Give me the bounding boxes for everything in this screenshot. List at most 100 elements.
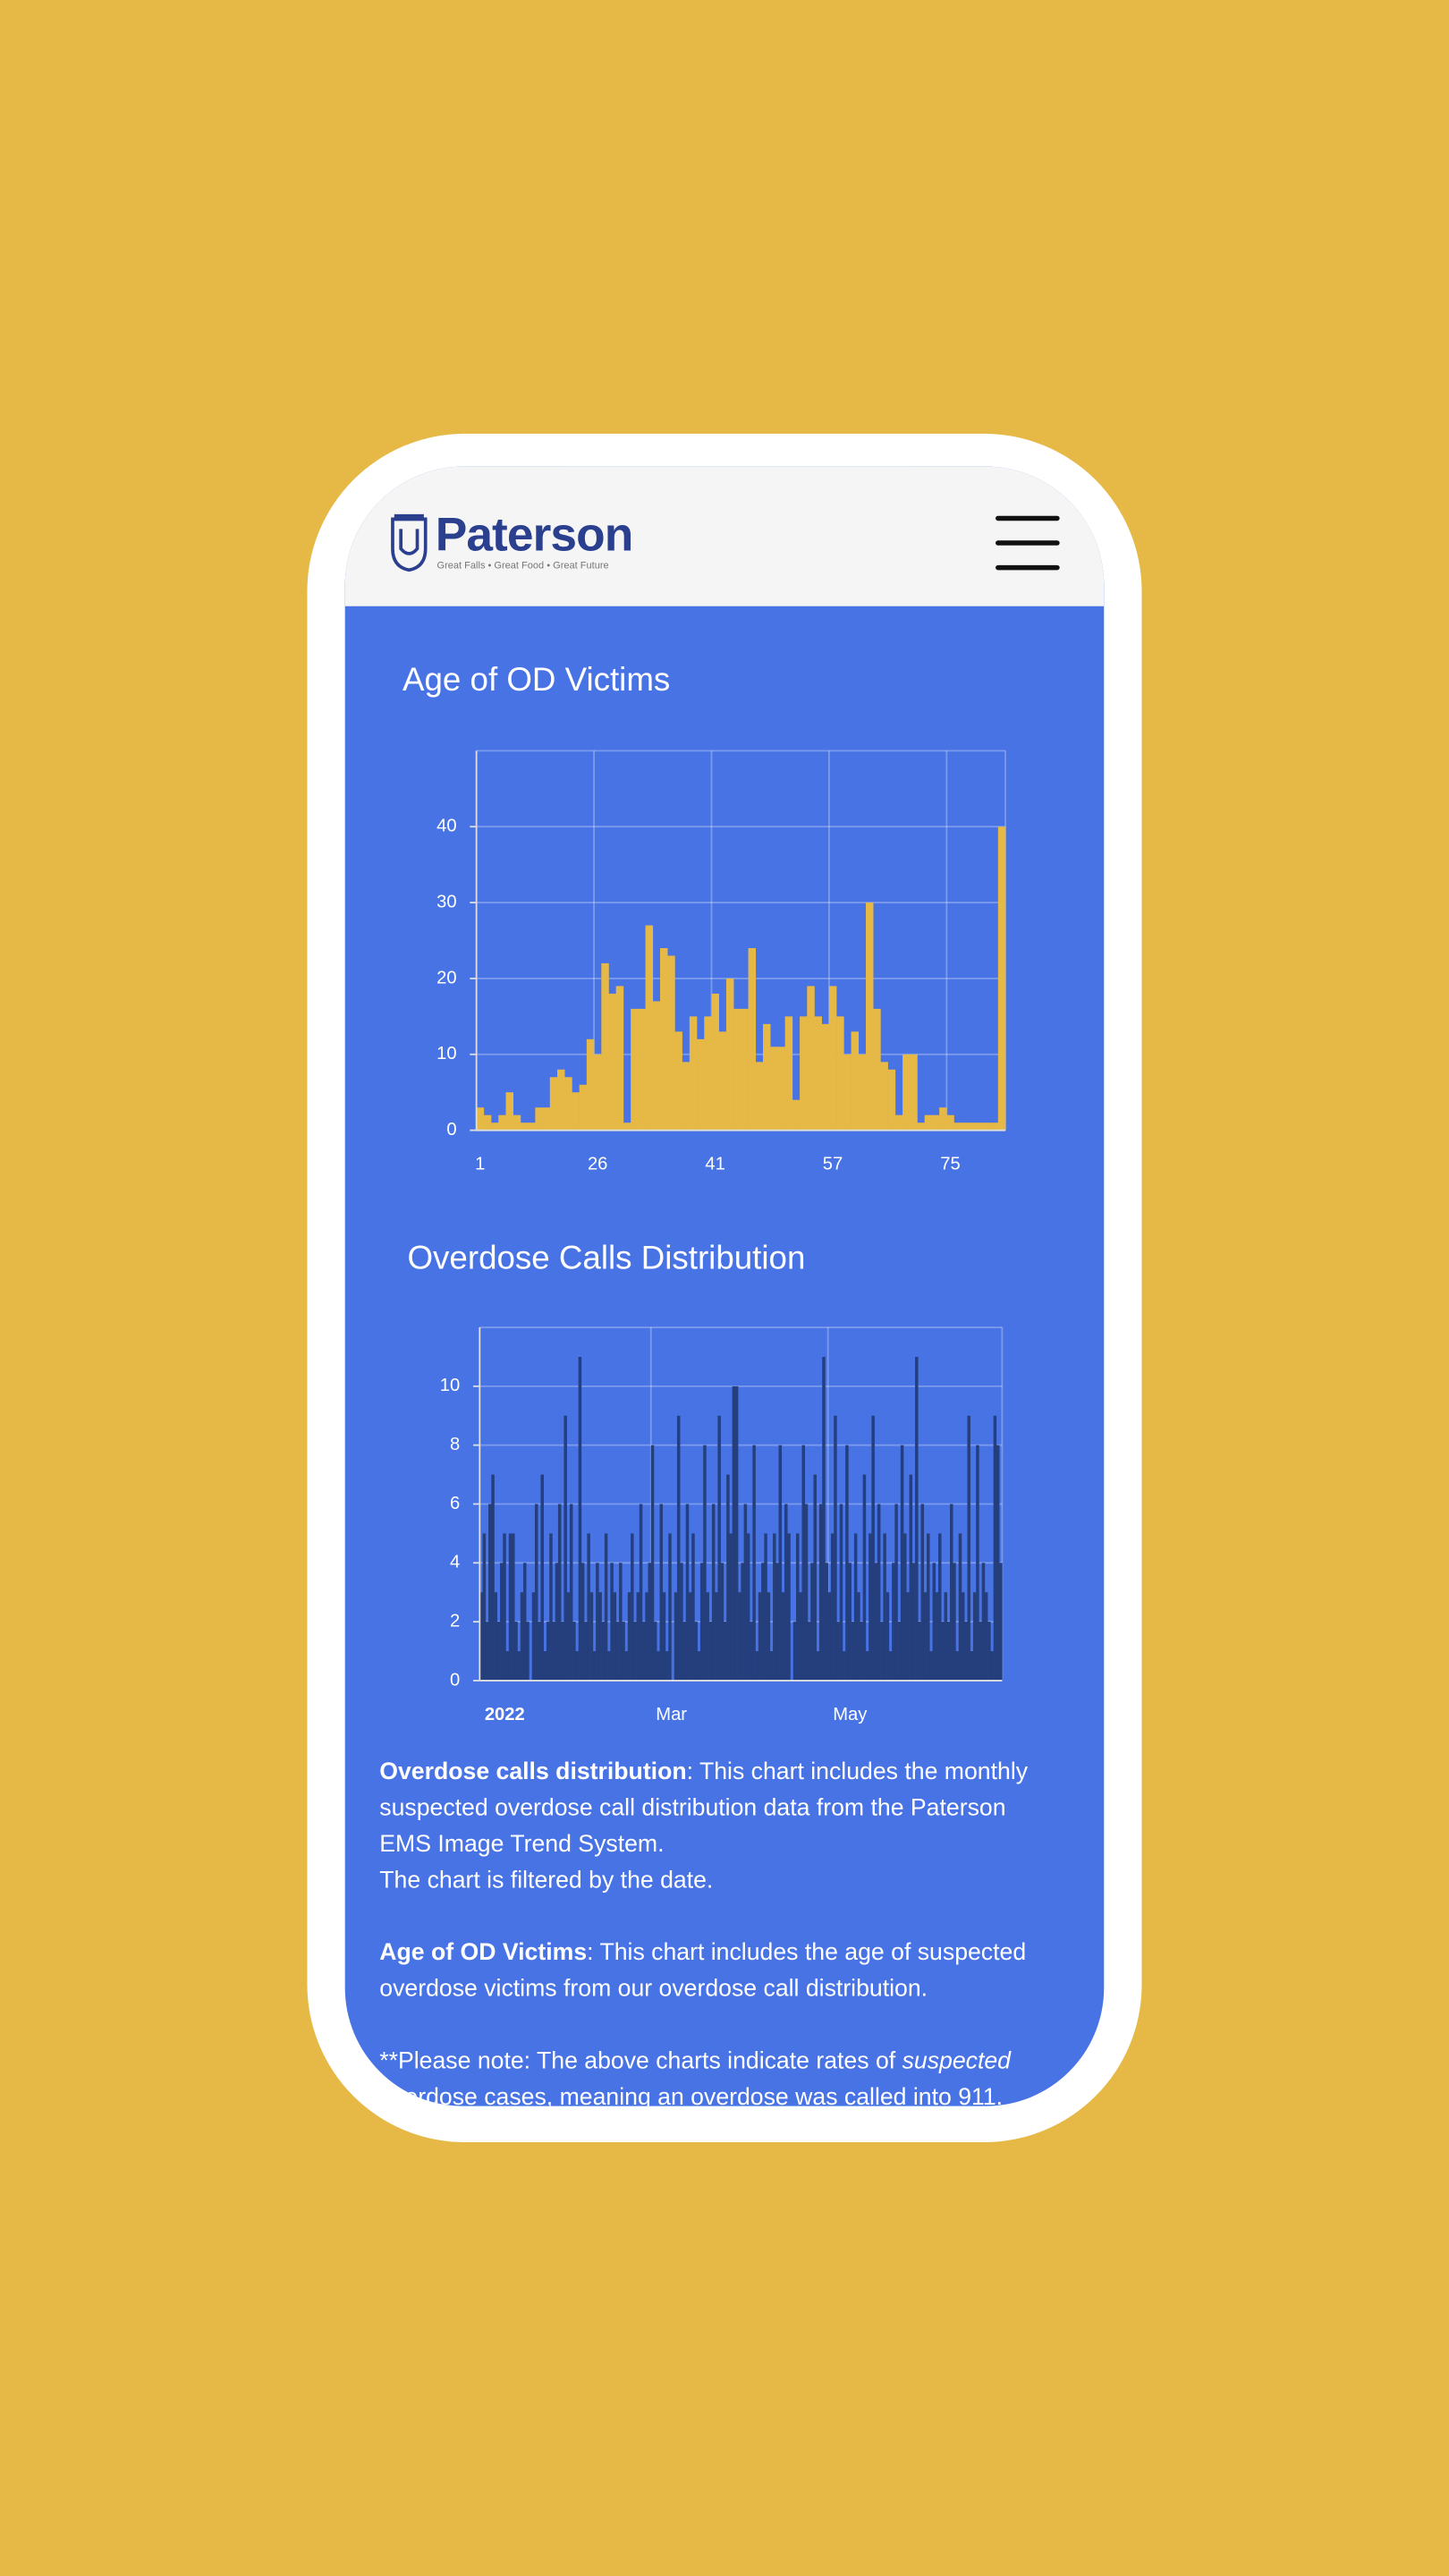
bar (857, 1592, 860, 1681)
bar (816, 1651, 820, 1681)
note-bold: Age of OD Victims (379, 1940, 588, 1967)
y-tick-label: 40 (436, 817, 456, 836)
bar (715, 1592, 718, 1681)
bar (689, 1016, 698, 1131)
bar (764, 1533, 767, 1681)
bar (825, 1563, 828, 1681)
bar (607, 1651, 611, 1681)
bar (939, 1107, 947, 1131)
bar (894, 1504, 898, 1681)
bar (858, 1054, 867, 1131)
bar (865, 902, 874, 1131)
bar (821, 1023, 830, 1131)
menu-line[interactable] (996, 564, 1060, 571)
notes: Overdose calls distribution: This chart … (379, 1755, 1053, 2106)
bar (503, 1533, 506, 1681)
bar (862, 1474, 867, 1681)
bar (920, 1504, 925, 1681)
menu-line[interactable] (996, 540, 1060, 546)
bar (909, 1474, 913, 1681)
bar (725, 978, 734, 1131)
bar (807, 986, 815, 1131)
bar (674, 1592, 678, 1681)
bar (818, 1504, 823, 1681)
note-text: : This chart includes the age of suspect… (379, 1940, 1027, 2003)
bar (910, 1054, 918, 1131)
bar (694, 1622, 698, 1681)
bar (708, 1622, 713, 1681)
bar (741, 1008, 749, 1131)
x-tick-label: 41 (705, 1155, 724, 1174)
bar (897, 1622, 902, 1681)
bar (723, 1622, 727, 1681)
bar (569, 1504, 573, 1681)
bar (874, 1563, 878, 1681)
bar (781, 1592, 785, 1681)
x-tick-label: 26 (588, 1155, 607, 1174)
bar (668, 1533, 672, 1681)
bar (860, 1622, 863, 1681)
y-tick-label: 10 (436, 1044, 456, 1063)
bar (990, 1123, 999, 1131)
tagline: Great Falls • Great Food • Great Future (436, 562, 609, 572)
bar (851, 1031, 860, 1131)
bar (520, 1592, 524, 1681)
bar (718, 1031, 727, 1131)
bar (528, 1123, 536, 1131)
bar (703, 1445, 707, 1681)
bar (800, 1016, 808, 1131)
bar (769, 1651, 774, 1681)
bar (508, 1533, 513, 1681)
bar (869, 1533, 872, 1681)
bar (659, 947, 668, 1131)
bar (483, 1114, 492, 1131)
bar (814, 1016, 822, 1131)
bar (636, 1592, 640, 1681)
bar (697, 1651, 701, 1681)
bar (906, 1592, 910, 1681)
logo-text[interactable]: Paterson (435, 509, 634, 563)
bar (770, 1046, 778, 1131)
bar (648, 1563, 652, 1681)
y-tick-label: 4 (450, 1553, 460, 1572)
bar (665, 1651, 669, 1681)
bar (526, 1622, 530, 1681)
bar (601, 962, 609, 1131)
bar (927, 1533, 930, 1681)
bar (534, 1504, 538, 1681)
bar (720, 1563, 724, 1681)
menu-line[interactable] (996, 515, 1060, 521)
bar (842, 1651, 846, 1681)
bar (491, 1123, 499, 1131)
bar (979, 1622, 982, 1681)
bar (983, 1123, 991, 1131)
bar (624, 1651, 629, 1681)
bar (958, 1533, 962, 1681)
bar (578, 1356, 582, 1681)
bar (674, 1031, 682, 1131)
bar (542, 1107, 551, 1131)
bar (734, 1385, 739, 1681)
bar (961, 1592, 965, 1681)
bar (810, 1563, 814, 1681)
bar (505, 1092, 513, 1131)
bar (784, 1016, 793, 1131)
bar (931, 1114, 940, 1131)
bar (953, 1123, 962, 1131)
bar (970, 1651, 974, 1681)
bar (880, 1622, 884, 1681)
bar (946, 1114, 954, 1131)
bar (498, 1114, 506, 1131)
bar (575, 1651, 579, 1681)
bar (531, 1592, 536, 1681)
bar (639, 1504, 643, 1681)
bar (775, 1563, 779, 1681)
bar (984, 1592, 988, 1681)
bar (836, 1622, 840, 1681)
y-tick-label: 0 (450, 1670, 460, 1690)
bar (549, 1077, 558, 1131)
bar (887, 1069, 896, 1131)
bar (711, 993, 719, 1131)
bar (828, 986, 837, 1131)
